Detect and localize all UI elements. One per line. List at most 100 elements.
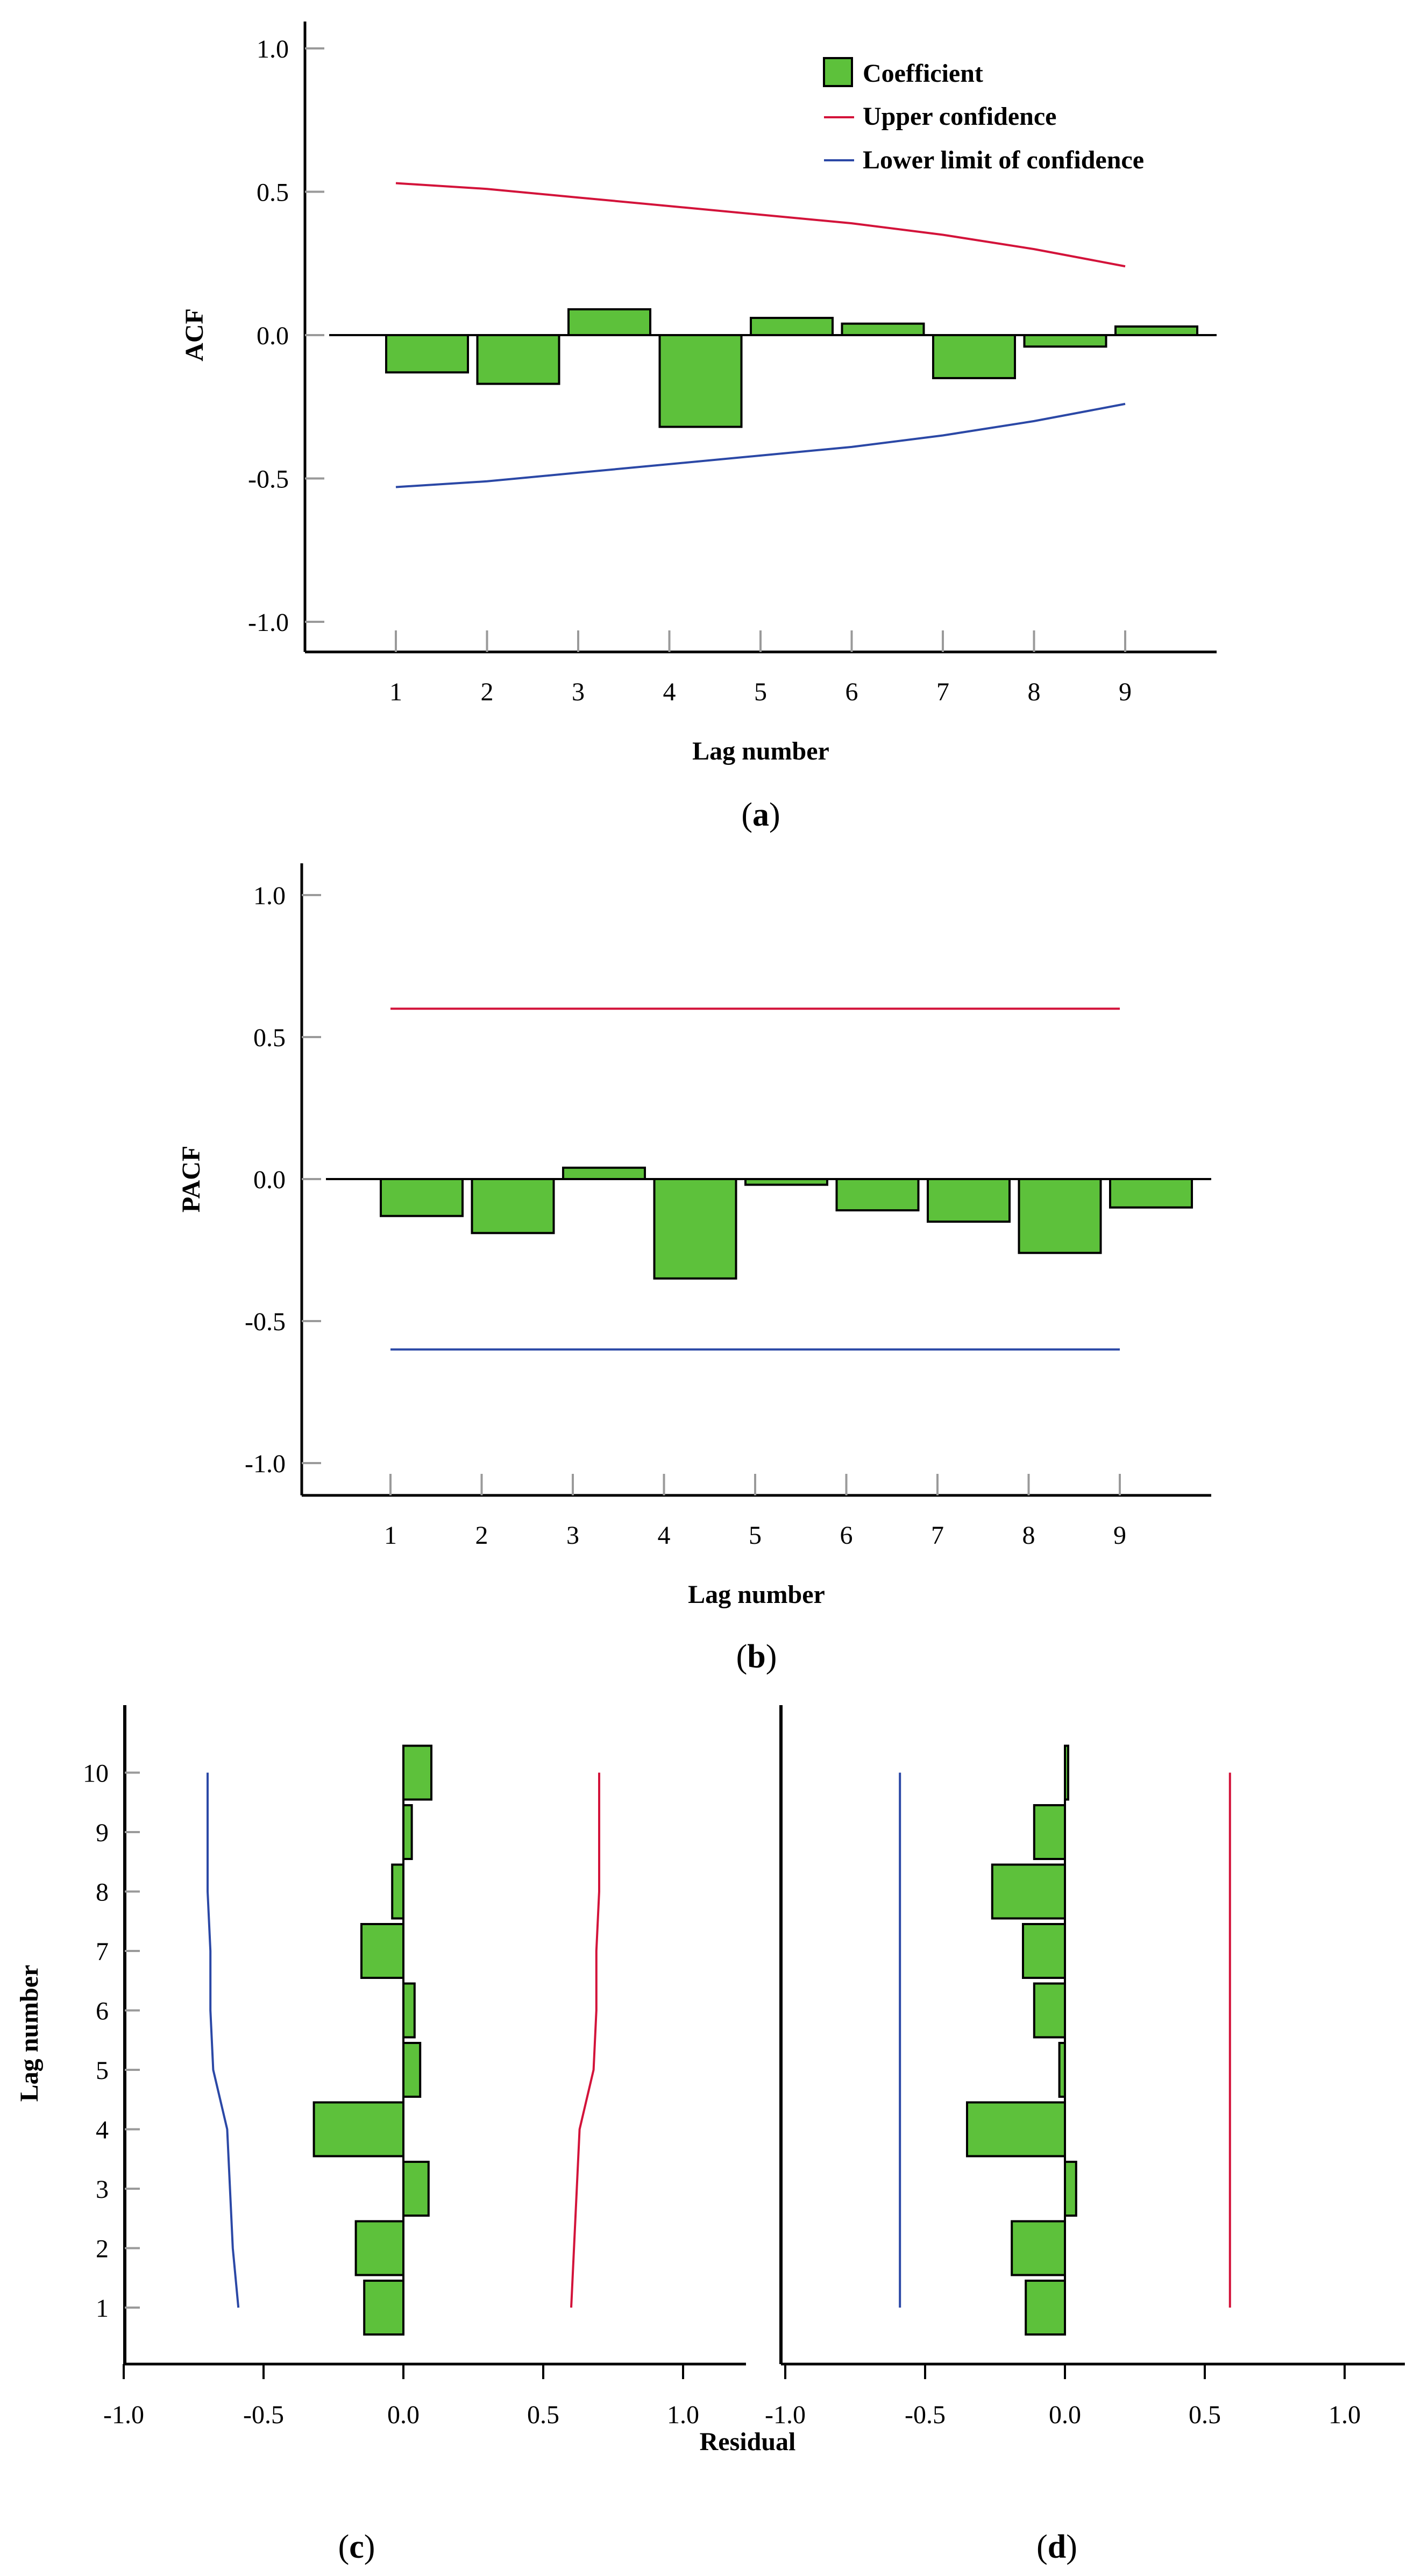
x-tick-label: 3 [572, 678, 585, 706]
x-tick-label: 0.5 [527, 2401, 559, 2429]
bar-lag-2 [1011, 2220, 1066, 2276]
panel-a: 1.0 0.5 0.0 -0.5 -1.0 1 2 3 4 5 6 7 8 9 ACF Lag number (… [180, 22, 1217, 833]
y-tick-label: -0.5 [248, 465, 289, 494]
y-tick-label: 0.5 [257, 179, 289, 207]
panel-d: -1.0 -0.5 0.0 0.5 1.0 (d) [765, 1705, 1405, 2565]
bar-lag-7 [1022, 1923, 1066, 1979]
panel-b: 1.0 0.5 0.0 -0.5 -1.0 1 2 3 4 5 6 7 8 9 PACF Lag number… [177, 863, 1211, 1675]
bar-lag-3 [567, 308, 651, 337]
x-axis-title: Residual [700, 2428, 796, 2456]
x-tick-label: 6 [840, 1521, 853, 1550]
bar-lag-4 [658, 334, 743, 428]
bar-lag-7 [927, 1178, 1011, 1223]
bar-lag-4 [966, 2101, 1066, 2158]
bar-lag-9 [1114, 325, 1198, 337]
legend-label-upper: Upper confidence [863, 102, 1056, 131]
y-tick-label: -1.0 [248, 608, 289, 637]
y-tick-label: 4 [96, 2116, 109, 2145]
y-tick-label: 3 [96, 2175, 109, 2204]
bar-lag-9 [1109, 1178, 1193, 1209]
x-tick-label: 4 [658, 1521, 671, 1550]
x-tick-label: -1.0 [103, 2401, 144, 2429]
legend-swatch-coefficient [823, 57, 853, 87]
x-tick-label: 2 [475, 1521, 488, 1550]
x-tick-label: 7 [936, 678, 949, 706]
x-tick-label: 0.5 [1189, 2401, 1221, 2429]
x-tick-label: 9 [1119, 678, 1132, 706]
bar-lag-5 [750, 317, 834, 337]
x-tick-label: 1.0 [1328, 2401, 1361, 2429]
y-tick-label: 9 [96, 1819, 109, 1847]
bar-lag-1 [380, 1178, 464, 1217]
x-tick-label: 1 [384, 1521, 397, 1550]
upper-confidence-line [395, 182, 1126, 268]
bar-lag-1 [363, 2280, 405, 2336]
y-axis-title: Lag number [15, 1965, 44, 2102]
y-tick-label: 8 [96, 1878, 109, 1907]
bar-lag-4 [653, 1178, 737, 1280]
panel-caption: (b) [736, 1638, 777, 1675]
bar-lag-3 [1064, 2161, 1077, 2217]
x-tick-label: 9 [1113, 1521, 1126, 1550]
x-tick-label: 5 [754, 678, 767, 706]
bar-lag-7 [360, 1923, 404, 1979]
x-axis-title: Lag number [692, 737, 829, 765]
bar-lag-2 [471, 1178, 555, 1234]
bar-lag-4 [312, 2101, 404, 2158]
bar-lag-6 [841, 322, 925, 336]
bar-lag-1 [1025, 2280, 1066, 2336]
bar-lag-6 [1033, 1982, 1067, 2039]
y-tick-label: 0.5 [253, 1024, 286, 1052]
y-tick-label: 5 [96, 2056, 109, 2085]
y-tick-label: 1.0 [253, 882, 286, 910]
lower-confidence-line [395, 402, 1126, 488]
bar-lag-6 [835, 1178, 920, 1212]
y-tick-label: 1 [96, 2294, 109, 2323]
panel-caption: (d) [1036, 2529, 1077, 2565]
y-tick-label: 0.0 [257, 322, 289, 350]
x-tick-label: -0.5 [243, 2401, 284, 2429]
bar-lag-8 [391, 1863, 405, 1920]
x-tick-label: 6 [846, 678, 858, 706]
x-tick-label: 1 [389, 678, 402, 706]
y-tick-label: 1.0 [257, 35, 289, 63]
x-tick-label: -1.0 [765, 2401, 806, 2429]
bar-lag-8 [1018, 1178, 1102, 1254]
panel-caption: (a) [741, 797, 780, 833]
bar-lag-2 [476, 334, 560, 385]
bar-lag-2 [354, 2220, 404, 2276]
x-tick-label: 7 [931, 1521, 944, 1550]
legend: Coefficient Upper confidence Lower limit o… [823, 57, 1144, 174]
x-tick-label: 4 [663, 678, 676, 706]
bar-lag-9 [402, 1804, 413, 1860]
x-tick-label: 3 [566, 1521, 579, 1550]
y-tick-label: -1.0 [245, 1450, 286, 1478]
bar-lag-3 [402, 2161, 430, 2217]
y-axis-title: PACF [177, 1146, 205, 1212]
lower-confidence-line [207, 1772, 240, 2308]
legend-label-coefficient: Coefficient [863, 59, 983, 88]
y-tick-label: 6 [96, 1997, 109, 2026]
y-tick-label: 7 [96, 1938, 109, 1966]
bar-lag-6 [402, 1982, 416, 2039]
x-tick-label: 2 [481, 678, 494, 706]
x-axis-title: Lag number [688, 1580, 825, 1609]
x-tick-label: 0.0 [1049, 2401, 1081, 2429]
y-tick-label: 10 [83, 1759, 109, 1788]
bar-lag-3 [562, 1166, 646, 1180]
x-tick-label: 5 [749, 1521, 762, 1550]
bar-lag-9 [1033, 1804, 1067, 1860]
x-tick-label: 0.0 [387, 2401, 420, 2429]
y-tick-label: -0.5 [245, 1308, 286, 1336]
panel-c: -1.0 -0.5 0.0 0.5 1.0 1 2 3 4 5 6 7 8 9 10 Lag number Re… [15, 1705, 795, 2565]
panel-caption: (c) [338, 2529, 375, 2565]
upper-confidence-line [570, 1772, 600, 2308]
x-tick-label: 1.0 [667, 2401, 699, 2429]
bar-lag-1 [385, 334, 469, 374]
bar-lag-8 [991, 1863, 1067, 1920]
bar-lag-8 [1023, 334, 1107, 348]
legend-label-lower: Lower limit of confidence [863, 146, 1144, 174]
x-tick-label: 8 [1028, 678, 1041, 706]
y-axis-title: ACF [180, 308, 209, 361]
